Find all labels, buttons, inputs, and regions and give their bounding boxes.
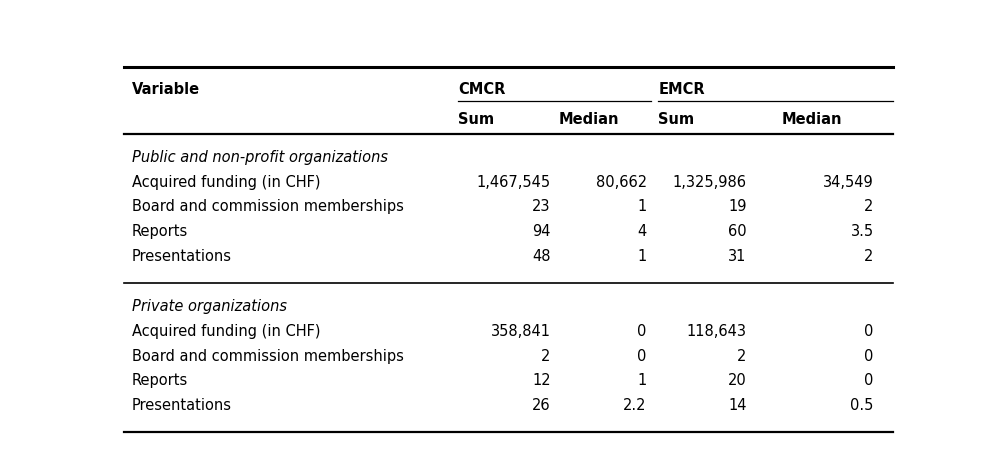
Text: 0: 0 <box>864 323 874 338</box>
Text: Variable: Variable <box>132 82 199 97</box>
Text: 2: 2 <box>542 348 551 363</box>
Text: 2: 2 <box>864 248 874 263</box>
Text: 1: 1 <box>638 248 647 263</box>
Text: Acquired funding (in CHF): Acquired funding (in CHF) <box>132 323 320 338</box>
Text: Sum: Sum <box>659 112 694 126</box>
Text: 0: 0 <box>638 323 647 338</box>
Text: 94: 94 <box>532 224 551 238</box>
Text: 1,467,545: 1,467,545 <box>476 175 551 189</box>
Text: Median: Median <box>558 112 619 126</box>
Text: Reports: Reports <box>132 224 187 238</box>
Text: 118,643: 118,643 <box>686 323 747 338</box>
Text: Presentations: Presentations <box>132 248 232 263</box>
Text: 1: 1 <box>638 372 647 388</box>
Text: 2.2: 2.2 <box>623 397 647 412</box>
Text: Board and commission memberships: Board and commission memberships <box>132 199 404 214</box>
Text: 0.5: 0.5 <box>850 397 874 412</box>
Text: Presentations: Presentations <box>132 397 232 412</box>
Text: CMCR: CMCR <box>458 82 506 97</box>
Text: 3.5: 3.5 <box>850 224 874 238</box>
Text: 1,325,986: 1,325,986 <box>673 175 747 189</box>
Text: 19: 19 <box>728 199 747 214</box>
Text: 60: 60 <box>728 224 747 238</box>
Text: 1: 1 <box>638 199 647 214</box>
Text: 358,841: 358,841 <box>491 323 551 338</box>
Text: 20: 20 <box>728 372 747 388</box>
Text: 31: 31 <box>728 248 747 263</box>
Text: Acquired funding (in CHF): Acquired funding (in CHF) <box>132 175 320 189</box>
Text: 0: 0 <box>638 348 647 363</box>
Text: 48: 48 <box>532 248 551 263</box>
Text: 12: 12 <box>532 372 551 388</box>
Text: 4: 4 <box>638 224 647 238</box>
Text: 34,549: 34,549 <box>822 175 874 189</box>
Text: Public and non-profit organizations: Public and non-profit organizations <box>132 150 388 165</box>
Text: 2: 2 <box>737 348 747 363</box>
Text: Sum: Sum <box>458 112 495 126</box>
Text: Reports: Reports <box>132 372 187 388</box>
Text: EMCR: EMCR <box>659 82 705 97</box>
Text: 0: 0 <box>864 348 874 363</box>
Text: Private organizations: Private organizations <box>132 299 287 314</box>
Text: 26: 26 <box>532 397 551 412</box>
Text: 0: 0 <box>864 372 874 388</box>
Text: 2: 2 <box>864 199 874 214</box>
Text: Median: Median <box>782 112 842 126</box>
Text: 80,662: 80,662 <box>595 175 647 189</box>
Text: 23: 23 <box>532 199 551 214</box>
Text: Board and commission memberships: Board and commission memberships <box>132 348 404 363</box>
Text: 14: 14 <box>728 397 747 412</box>
